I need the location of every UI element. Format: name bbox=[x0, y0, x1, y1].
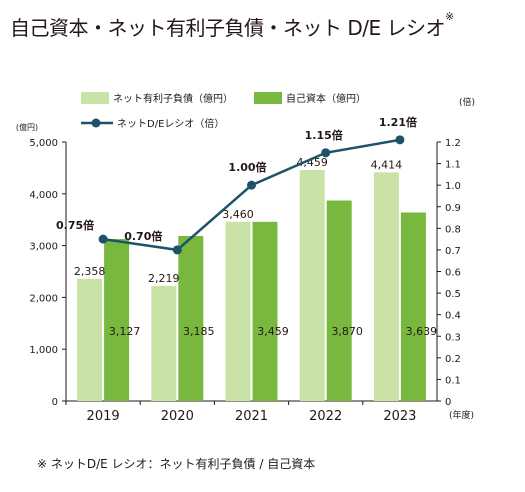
equity-value-label: 3,639 bbox=[406, 325, 438, 338]
right-tick-label: 1.1 bbox=[445, 160, 461, 171]
chart-title-mark: ※ bbox=[445, 10, 454, 23]
bar-net-debt bbox=[373, 172, 399, 401]
equity-value-label: 3,870 bbox=[331, 325, 363, 338]
left-tick-label: 2,000 bbox=[29, 293, 58, 304]
net-debt-value-label: 2,219 bbox=[148, 272, 180, 285]
legend-swatch-equity bbox=[254, 92, 282, 104]
bar-equity bbox=[104, 239, 130, 401]
de-ratio-point bbox=[98, 234, 108, 244]
legend-label-de-ratio: ネットD/Eレシオ（倍） bbox=[117, 117, 224, 130]
bar-equity bbox=[252, 221, 278, 401]
right-tick-label: 0.7 bbox=[445, 246, 461, 257]
equity-value-label: 3,127 bbox=[109, 325, 141, 338]
left-tick-label: 4,000 bbox=[29, 190, 58, 201]
bar-net-debt bbox=[299, 170, 325, 401]
de-ratio-value-label: 0.70倍 bbox=[124, 229, 162, 243]
net-debt-value-label: 4,459 bbox=[296, 156, 328, 169]
right-tick-label: 0.6 bbox=[445, 268, 461, 279]
bar-equity bbox=[326, 200, 352, 401]
legend-label-equity: 自己資本（億円） bbox=[286, 92, 366, 105]
de-ratio-value-label: 0.75倍 bbox=[56, 218, 94, 232]
bar-net-debt bbox=[77, 278, 103, 401]
right-tick-label: 0.8 bbox=[445, 224, 461, 235]
right-axis-unit: (倍) bbox=[459, 96, 475, 108]
right-tick-label: 0.4 bbox=[445, 311, 461, 322]
net-debt-value-label: 4,414 bbox=[371, 158, 403, 171]
right-tick-label: 0.5 bbox=[445, 289, 461, 300]
equity-value-label: 3,459 bbox=[257, 325, 289, 338]
de-ratio-point bbox=[172, 245, 182, 255]
left-tick-label: 5,000 bbox=[29, 138, 58, 149]
net-debt-value-label: 3,460 bbox=[222, 208, 254, 221]
legend-swatch-net-debt bbox=[81, 92, 109, 104]
net-debt-value-label: 2,358 bbox=[74, 265, 106, 278]
legend-marker-de-ratio bbox=[91, 118, 101, 128]
de-ratio-value-label: 1.21倍 bbox=[379, 115, 417, 129]
bar-equity bbox=[400, 212, 426, 401]
right-tick-label: 0.3 bbox=[445, 332, 461, 343]
x-tick-label: 2019 bbox=[87, 409, 120, 424]
bar-net-debt bbox=[151, 286, 177, 401]
x-tick-label: 2023 bbox=[383, 409, 416, 424]
equity-value-label: 3,185 bbox=[183, 325, 215, 338]
x-axis-unit: (年度) bbox=[449, 409, 474, 421]
de-ratio-point bbox=[247, 180, 256, 190]
bar-equity bbox=[178, 236, 204, 401]
left-axis-unit: (億円) bbox=[16, 122, 38, 132]
bar-net-debt bbox=[225, 221, 251, 401]
chart-title: 自己資本・ネット有利子負債・ネット D/E レシオ※ bbox=[10, 10, 454, 41]
x-tick-label: 2022 bbox=[309, 409, 342, 424]
right-tick-label: 0 bbox=[445, 397, 451, 408]
right-tick-label: 1.2 bbox=[445, 138, 461, 149]
de-ratio-point bbox=[321, 148, 331, 158]
chart-footnote: ※ ネットD/E レシオ：ネット有利子負債 / 自己資本 bbox=[37, 457, 316, 471]
legend-label-net-debt: ネット有利子負債（億円） bbox=[113, 92, 233, 105]
left-tick-label: 0 bbox=[52, 397, 58, 408]
de-ratio-point bbox=[395, 135, 405, 145]
right-tick-label: 1.0 bbox=[445, 181, 461, 192]
left-tick-label: 3,000 bbox=[29, 242, 58, 253]
right-tick-label: 0.9 bbox=[445, 203, 461, 214]
right-tick-label: 0.1 bbox=[445, 375, 461, 386]
de-ratio-value-label: 1.00倍 bbox=[228, 160, 266, 174]
right-tick-label: 0.2 bbox=[445, 354, 461, 365]
left-tick-label: 1,000 bbox=[29, 345, 58, 356]
de-ratio-value-label: 1.15倍 bbox=[305, 128, 343, 142]
x-tick-label: 2021 bbox=[235, 409, 268, 424]
chart-title-text: 自己資本・ネット有利子負債・ネット D/E レシオ bbox=[10, 16, 446, 40]
x-tick-label: 2020 bbox=[161, 409, 194, 424]
